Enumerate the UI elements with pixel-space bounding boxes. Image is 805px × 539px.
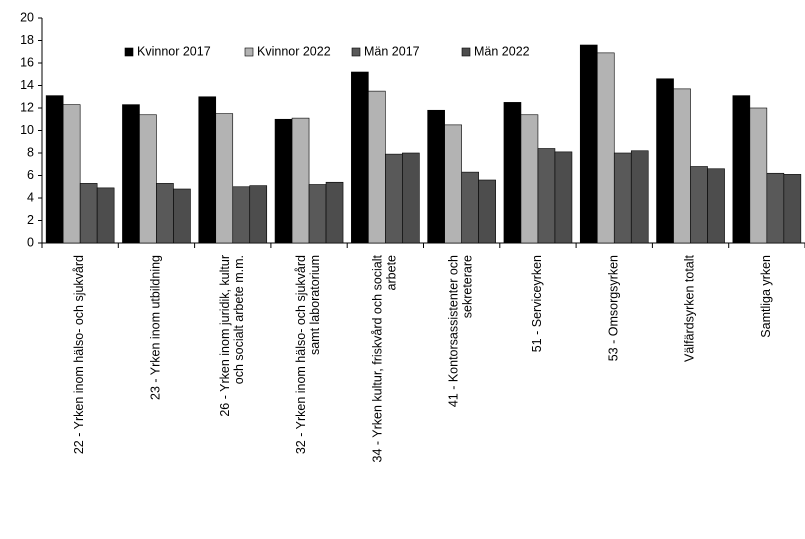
bar [198,96,217,244]
x-tick-label: 23 - Yrken inom utbildning [149,255,163,400]
x-tick-label: 53 - Omsorgsyrken [607,255,621,361]
bar [139,114,157,244]
bar [308,184,327,244]
bar [783,174,802,244]
bar [368,90,386,244]
bar [122,104,140,244]
bar [690,166,708,244]
bar [520,114,539,244]
bar [215,113,234,244]
legend-swatch [244,47,254,57]
y-tick-label: 18 [20,33,34,47]
x-tick-label: 41 - Kontorsassistenter ochsekreterare [447,255,475,407]
bar [673,88,691,244]
x-tick-label: 32 - Yrken inom hälso- och sjukvårdsamt … [294,255,322,454]
y-tick-label: 8 [27,145,34,159]
y-tick-label: 0 [27,235,34,249]
x-tick-label: Samtliga yrken [759,255,773,338]
bar [45,95,64,244]
legend-label: Kvinnor 2017 [137,44,211,58]
bar [79,183,98,244]
x-tick-label: 51 - Serviceyrken [530,255,544,352]
bar [402,152,420,244]
bar [478,179,496,244]
bar [444,124,462,244]
legend-label: Kvinnor 2022 [257,44,331,58]
bar [96,187,115,244]
bar [274,118,293,244]
bar [630,150,649,244]
x-tick-label: 22 - Yrken inom hälso- och sjukvård [72,255,86,454]
bar [156,183,174,244]
x-tick-label: Välfärdsyrken totalt [683,254,697,362]
y-tick-label: 16 [20,55,34,69]
bar [656,78,674,244]
legend-label: Män 2022 [474,44,530,58]
bar [537,148,556,244]
y-tick-label: 6 [27,168,34,182]
bar [173,188,191,244]
bar [291,117,310,244]
bar [427,109,445,244]
bar [554,151,573,244]
bar [707,168,725,244]
bar [749,107,768,244]
bar [351,71,369,244]
bar [325,181,344,244]
y-tick-label: 20 [20,10,34,24]
y-tick-label: 10 [20,123,34,137]
x-tick-label: 34 - Yrken kultur, friskvård och socialt… [371,254,399,462]
bar [503,102,522,244]
legend-label: Män 2017 [364,44,420,58]
bar [62,104,81,244]
bar [249,185,268,244]
bar [461,171,479,244]
bar [613,152,632,244]
legend-swatch [461,47,471,57]
y-tick-label: 14 [20,78,34,92]
x-tick-label: 26 - Yrken inom juridik, kulturoch socia… [218,255,246,417]
y-tick-label: 12 [20,100,34,114]
bar [766,172,785,244]
y-tick-label: 2 [27,213,34,227]
bar [232,186,251,244]
legend-swatch [124,47,134,57]
bar [596,52,615,244]
bar [732,95,751,244]
bar [579,44,598,244]
y-tick-label: 4 [27,190,34,204]
legend-swatch [351,47,361,57]
bar [385,153,403,244]
